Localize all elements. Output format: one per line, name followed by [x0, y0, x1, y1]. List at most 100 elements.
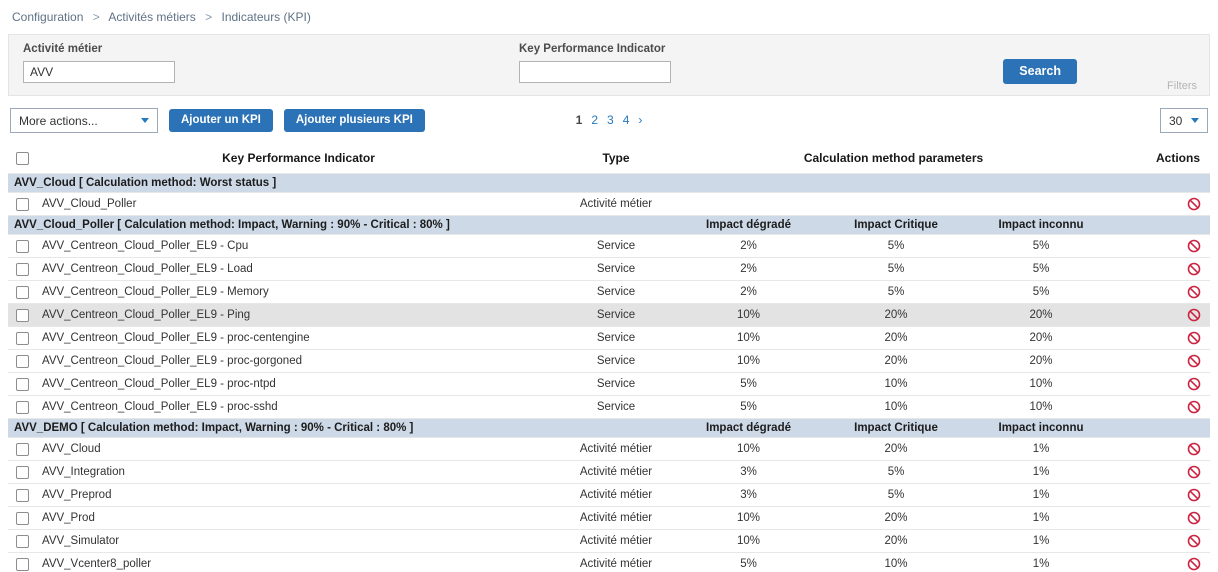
kpi-name[interactable]: AVV_Cloud_Poller — [36, 192, 561, 216]
kpi-name[interactable]: AVV_Centreon_Cloud_Poller_EL9 - Ping — [36, 303, 561, 327]
row-checkbox[interactable] — [15, 285, 29, 299]
kpi-param-value — [671, 192, 826, 216]
breadcrumb-link-configuration[interactable]: Configuration — [12, 10, 84, 24]
page-next[interactable]: › — [638, 113, 643, 127]
kpi-filter-input[interactable] — [519, 61, 671, 83]
ban-icon[interactable] — [1187, 465, 1201, 479]
row-actions-cell — [1116, 483, 1210, 507]
add-multiple-kpi-button[interactable]: Ajouter plusieurs KPI — [283, 108, 425, 133]
kpi-name[interactable]: AVV_Centreon_Cloud_Poller_EL9 - Cpu — [36, 234, 561, 258]
page-link-4[interactable]: 4 — [622, 113, 630, 127]
kpi-param-value: 5% — [826, 234, 966, 258]
kpi-name[interactable]: AVV_Centreon_Cloud_Poller_EL9 - Memory — [36, 280, 561, 304]
row-checkbox-cell — [8, 234, 36, 258]
row-checkbox[interactable] — [15, 511, 29, 525]
kpi-name[interactable]: AVV_Centreon_Cloud_Poller_EL9 - Load — [36, 257, 561, 281]
row-checkbox[interactable] — [15, 557, 29, 571]
kpi-name[interactable]: AVV_Vcenter8_poller — [36, 552, 561, 572]
row-actions-cell — [1116, 303, 1210, 327]
kpi-row: AVV_Integration Activité métier 3% 5% 1% — [8, 460, 1210, 484]
row-checkbox-cell — [8, 257, 36, 281]
ban-icon[interactable] — [1187, 239, 1201, 253]
kpi-param-value: 20% — [966, 349, 1117, 373]
ban-icon[interactable] — [1187, 377, 1201, 391]
kpi-row: AVV_Cloud Activité métier 10% 20% 1% — [8, 437, 1210, 461]
ban-icon[interactable] — [1187, 354, 1201, 368]
kpi-row: AVV_Preprod Activité métier 3% 5% 1% — [8, 483, 1210, 507]
page-link-2[interactable]: 2 — [591, 113, 598, 127]
kpi-name[interactable]: AVV_Centreon_Cloud_Poller_EL9 - proc-gor… — [36, 349, 561, 373]
ban-icon[interactable] — [1187, 442, 1201, 456]
chevron-down-icon — [141, 118, 149, 123]
row-checkbox[interactable] — [15, 262, 29, 276]
page-size-select[interactable]: 30 — [1160, 108, 1208, 133]
ban-icon[interactable] — [1187, 197, 1201, 211]
ban-icon[interactable] — [1187, 534, 1201, 548]
ban-icon[interactable] — [1187, 488, 1201, 502]
row-checkbox[interactable] — [15, 197, 29, 211]
kpi-param-value: 10% — [966, 395, 1117, 419]
kpi-name[interactable]: AVV_Preprod — [36, 483, 561, 507]
kpi-param-value: 10% — [826, 552, 966, 572]
kpi-filter-field: Key Performance Indicator — [519, 43, 671, 83]
row-checkbox[interactable] — [15, 308, 29, 322]
filters-toggle[interactable]: Filters — [1167, 80, 1197, 92]
kpi-name[interactable]: AVV_Integration — [36, 460, 561, 484]
ban-icon[interactable] — [1187, 557, 1201, 571]
kpi-param-value: 5% — [966, 234, 1117, 258]
ban-icon[interactable] — [1187, 262, 1201, 276]
page-link-3[interactable]: 3 — [607, 113, 614, 127]
select-all-checkbox[interactable] — [15, 152, 29, 166]
kpi-param-value: 1% — [966, 529, 1117, 553]
kpi-param-value: 1% — [966, 460, 1117, 484]
row-checkbox[interactable] — [15, 465, 29, 479]
row-checkbox-cell — [8, 372, 36, 396]
kpi-param-value: 1% — [966, 437, 1117, 461]
kpi-param-value: 5% — [671, 395, 826, 419]
row-checkbox[interactable] — [15, 239, 29, 253]
kpi-type: Service — [561, 257, 671, 281]
param-column-header: Impact dégradé — [671, 418, 826, 438]
kpi-group-header-row: AVV_Cloud [ Calculation method: Worst st… — [8, 173, 1210, 193]
breadcrumb-link-indicateurs-kpi[interactable]: Indicateurs (KPI) — [221, 10, 311, 24]
more-actions-select[interactable]: More actions... — [10, 108, 158, 133]
row-checkbox[interactable] — [15, 354, 29, 368]
kpi-name[interactable]: AVV_Cloud — [36, 437, 561, 461]
row-checkbox[interactable] — [15, 442, 29, 456]
kpi-param-value: 20% — [826, 506, 966, 530]
search-button[interactable]: Search — [1003, 59, 1077, 84]
pagination: 1 2 3 4 › — [576, 113, 643, 127]
kpi-name[interactable]: AVV_Prod — [36, 506, 561, 530]
kpi-type: Activité métier — [561, 506, 671, 530]
kpi-name[interactable]: AVV_Centreon_Cloud_Poller_EL9 - proc-cen… — [36, 326, 561, 350]
group-actions-spacer — [1116, 173, 1210, 193]
kpi-param-value — [826, 192, 966, 216]
kpi-param-value: 10% — [826, 395, 966, 419]
ba-filter-input[interactable] — [23, 61, 175, 83]
breadcrumb-link-activites-metiers[interactable]: Activités métiers — [108, 10, 196, 24]
kpi-type: Activité métier — [561, 460, 671, 484]
kpi-param-value: 5% — [826, 483, 966, 507]
kpi-param-value: 20% — [966, 326, 1117, 350]
kpi-type: Service — [561, 349, 671, 373]
ban-icon[interactable] — [1187, 285, 1201, 299]
row-checkbox[interactable] — [15, 331, 29, 345]
row-checkbox[interactable] — [15, 377, 29, 391]
ban-icon[interactable] — [1187, 331, 1201, 345]
kpi-param-value: 1% — [966, 552, 1117, 572]
row-checkbox[interactable] — [15, 488, 29, 502]
more-actions-value: More actions... — [19, 113, 98, 128]
row-checkbox[interactable] — [15, 400, 29, 414]
add-kpi-button[interactable]: Ajouter un KPI — [169, 108, 273, 133]
kpi-name[interactable]: AVV_Simulator — [36, 529, 561, 553]
kpi-name[interactable]: AVV_Centreon_Cloud_Poller_EL9 - proc-ntp… — [36, 372, 561, 396]
row-checkbox[interactable] — [15, 534, 29, 548]
kpi-row: AVV_Centreon_Cloud_Poller_EL9 - proc-ssh… — [8, 395, 1210, 419]
ban-icon[interactable] — [1187, 511, 1201, 525]
row-checkbox-cell — [8, 529, 36, 553]
page-current[interactable]: 1 — [575, 113, 583, 127]
kpi-name[interactable]: AVV_Centreon_Cloud_Poller_EL9 - proc-ssh… — [36, 395, 561, 419]
kpi-row: AVV_Cloud_Poller Activité métier — [8, 192, 1210, 216]
ban-icon[interactable] — [1187, 400, 1201, 414]
ban-icon[interactable] — [1187, 308, 1201, 322]
